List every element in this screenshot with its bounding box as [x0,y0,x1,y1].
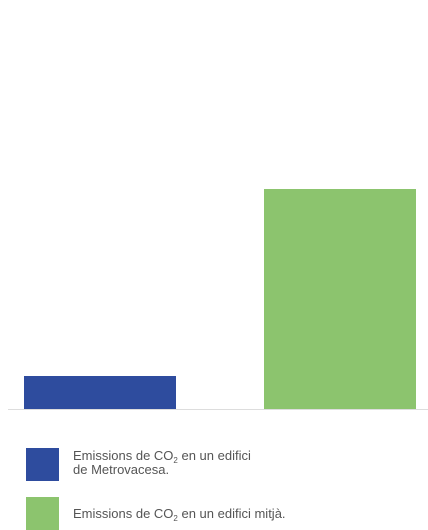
legend-swatch-metrovacesa [26,448,59,481]
bar-average-building [264,189,416,409]
bar-metrovacesa [24,376,176,409]
legend-swatch-average [26,497,59,530]
bar-chart [8,189,428,410]
legend-item-average: Emissions de CO2 en un edifici mitjà. [26,497,286,530]
legend-label-metrovacesa: Emissions de CO2 en un edifici de Metrov… [73,448,251,477]
legend-item-metrovacesa: Emissions de CO2 en un edifici de Metrov… [26,448,251,481]
legend-label-average: Emissions de CO2 en un edifici mitjà. [73,506,286,523]
